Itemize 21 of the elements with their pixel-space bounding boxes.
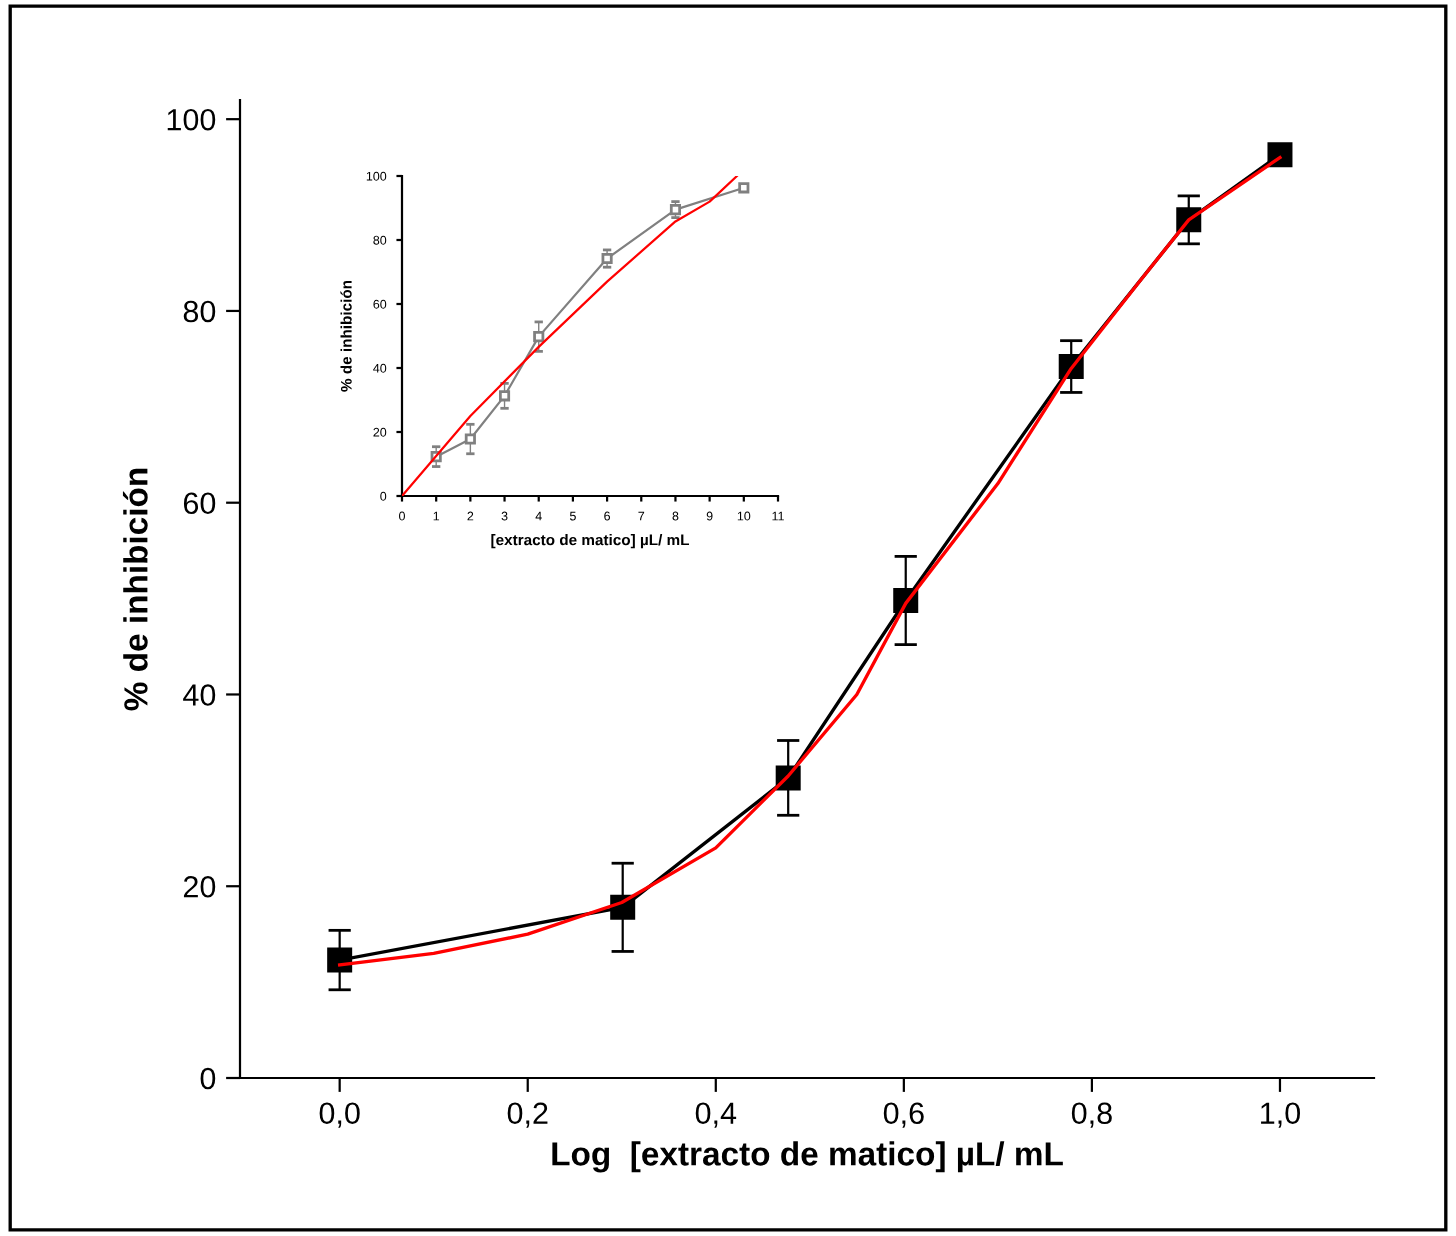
y-tick-label: 60 (183, 492, 216, 515)
x-axis-title: Log [extracto de matico] µL/ mL (552, 1141, 1063, 1173)
point (327, 947, 353, 973)
x-tick-label: 0,8 (1071, 1102, 1112, 1128)
y-tick-label: 40 (183, 684, 216, 706)
x-tick-label: 1,0 (1261, 1102, 1301, 1128)
x-tick-label: 0,6 (883, 1102, 924, 1128)
y-tick-label: 0 (200, 1067, 216, 1090)
x-tick-label: 0,2 (507, 1102, 548, 1128)
x-tick-label: 0,0 (319, 1102, 360, 1128)
point (738, 182, 750, 194)
point (533, 331, 545, 343)
point (601, 253, 613, 265)
x-tick-label: 0,4 (695, 1102, 737, 1128)
y-tick-label: 20 (183, 875, 216, 898)
y-axis-title: % de inhibición (122, 468, 148, 711)
y-tick-label: 100 (167, 108, 216, 131)
point (498, 390, 511, 402)
point (464, 433, 476, 445)
y-tick-label: 80 (183, 300, 216, 323)
point (669, 204, 682, 216)
